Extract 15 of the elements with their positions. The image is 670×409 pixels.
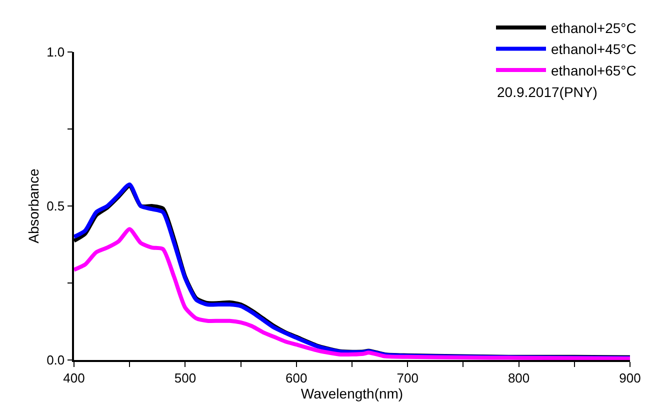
legend-label: ethanol+65°C bbox=[551, 62, 636, 78]
x-tick-label: 500 bbox=[174, 370, 196, 386]
x-tick-label: 800 bbox=[508, 370, 530, 386]
x-axis-title: Wavelength(nm) bbox=[300, 385, 404, 402]
legend-label: ethanol+45°C bbox=[551, 41, 636, 58]
x-tick-label: 400 bbox=[63, 370, 85, 386]
y-tick-label: 0.0 bbox=[46, 352, 65, 368]
x-tick-label: 700 bbox=[396, 370, 418, 386]
x-tick-label: 900 bbox=[619, 370, 641, 386]
y-tick-label: 1.0 bbox=[46, 44, 65, 60]
x-tick-label: 600 bbox=[286, 370, 308, 386]
legend-label: ethanol+25°C bbox=[551, 20, 636, 36]
y-axis-title: Absorbance bbox=[26, 168, 42, 244]
y-tick-label: 0.5 bbox=[46, 198, 65, 214]
annotation: 20.9.2017(PNY) bbox=[497, 84, 598, 100]
